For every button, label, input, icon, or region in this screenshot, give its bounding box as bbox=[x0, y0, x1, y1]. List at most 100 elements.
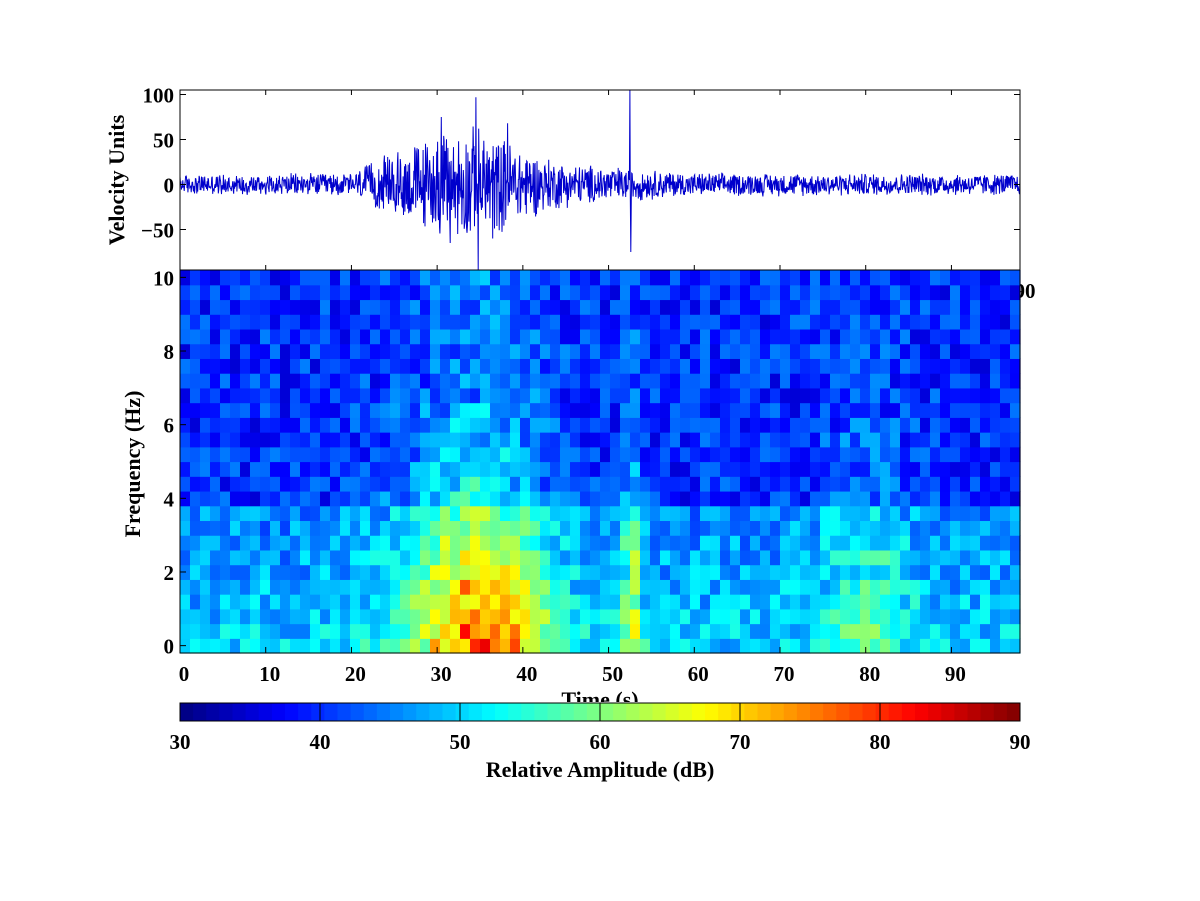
spectrogram-cell bbox=[930, 623, 941, 639]
spectrogram-cell bbox=[400, 417, 411, 433]
spectrogram-cell bbox=[420, 608, 431, 625]
spectrogram-cell bbox=[780, 520, 791, 536]
spectrogram-cell bbox=[600, 579, 611, 595]
spectrogram-cell bbox=[620, 505, 631, 522]
spectrogram-cell bbox=[960, 284, 971, 301]
spectrogram-cell bbox=[190, 579, 201, 595]
spectrogram-x-tick-label: 80 bbox=[859, 662, 880, 686]
spectrogram-cell bbox=[900, 402, 911, 418]
spectrogram-cell bbox=[980, 446, 991, 463]
spectrogram-cell bbox=[750, 446, 761, 463]
spectrogram-cell bbox=[510, 328, 521, 345]
spectrogram-cell bbox=[770, 270, 781, 286]
spectrogram-cell bbox=[450, 594, 461, 610]
spectrogram-cell bbox=[410, 623, 421, 639]
spectrogram-cell bbox=[720, 638, 731, 654]
spectrogram-cell bbox=[370, 461, 381, 477]
spectrogram-cell bbox=[440, 387, 451, 404]
spectrogram-cell bbox=[790, 461, 801, 477]
spectrogram-cell bbox=[770, 373, 781, 389]
spectrogram-cell bbox=[480, 387, 491, 404]
spectrogram-cell bbox=[850, 358, 861, 374]
spectrogram-cell bbox=[820, 343, 831, 359]
spectrogram-cell bbox=[1000, 446, 1011, 463]
spectrogram-cell bbox=[950, 373, 961, 389]
spectrogram-cell bbox=[340, 299, 351, 315]
spectrogram-cell bbox=[290, 490, 301, 507]
spectrogram-cell bbox=[670, 520, 681, 536]
spectrogram-cell bbox=[510, 476, 521, 492]
spectrogram-cell bbox=[880, 638, 891, 654]
spectrogram-cell bbox=[620, 446, 631, 463]
spectrogram-cell bbox=[900, 623, 911, 639]
spectrogram-cell bbox=[930, 314, 941, 330]
spectrogram-cell bbox=[310, 535, 321, 551]
spectrogram-cell bbox=[760, 299, 771, 315]
spectrogram-cell bbox=[770, 638, 781, 654]
colorbar-step bbox=[258, 703, 273, 721]
spectrogram-cell bbox=[560, 343, 571, 359]
spectrogram-cell bbox=[920, 594, 931, 610]
spectrogram-cell bbox=[690, 490, 701, 507]
spectrogram-cell bbox=[710, 476, 721, 492]
spectrogram-cell bbox=[640, 446, 651, 463]
spectrogram-cell bbox=[460, 461, 471, 477]
colorbar-tick-label: 70 bbox=[730, 730, 751, 754]
spectrogram-cell bbox=[520, 490, 531, 507]
spectrogram-cell bbox=[420, 358, 431, 374]
spectrogram-cell bbox=[340, 358, 351, 374]
spectrogram-cell bbox=[540, 373, 551, 389]
spectrogram-cell bbox=[430, 270, 441, 286]
spectrogram-cell bbox=[440, 476, 451, 492]
spectrogram-cell bbox=[450, 564, 461, 580]
spectrogram-cell bbox=[750, 299, 761, 315]
spectrogram-cell bbox=[200, 564, 211, 580]
spectrogram-cell bbox=[990, 549, 1001, 566]
spectrogram-cell bbox=[540, 505, 551, 522]
spectrogram-cell bbox=[970, 446, 981, 463]
spectrogram-cell bbox=[340, 373, 351, 389]
spectrogram-cell bbox=[900, 579, 911, 595]
spectrogram-cell bbox=[840, 520, 851, 536]
spectrogram-cell bbox=[530, 594, 541, 610]
spectrogram-cell bbox=[480, 535, 491, 551]
spectrogram-cell bbox=[210, 461, 221, 477]
spectrogram-cell bbox=[790, 417, 801, 433]
spectrogram-cell bbox=[670, 476, 681, 492]
spectrogram-cell bbox=[990, 490, 1001, 507]
spectrogram-cell bbox=[710, 608, 721, 625]
spectrogram-cell bbox=[360, 505, 371, 522]
spectrogram-cell bbox=[1010, 417, 1021, 433]
spectrogram-cell bbox=[440, 564, 451, 580]
spectrogram-cell bbox=[790, 549, 801, 566]
spectrogram-cell bbox=[660, 623, 671, 639]
spectrogram-cell bbox=[750, 549, 761, 566]
spectrogram-cell bbox=[360, 520, 371, 536]
spectrogram-cell bbox=[590, 402, 601, 418]
spectrogram-cell bbox=[770, 402, 781, 418]
spectrogram-cell bbox=[900, 461, 911, 477]
colorbar-step bbox=[416, 703, 430, 721]
spectrogram-cell bbox=[230, 328, 241, 345]
spectrogram-cell bbox=[710, 623, 721, 639]
spectrogram-cell bbox=[830, 284, 841, 301]
spectrogram-cell bbox=[180, 520, 191, 536]
spectrogram-cell bbox=[730, 608, 741, 625]
spectrogram-cell bbox=[980, 520, 991, 536]
spectrogram-cell bbox=[220, 594, 231, 610]
spectrogram-cell bbox=[970, 490, 981, 507]
spectrogram-cell bbox=[290, 520, 301, 536]
spectrogram-cell bbox=[370, 402, 381, 418]
spectrogram-x-tick-label: 20 bbox=[345, 662, 366, 686]
spectrogram-cell bbox=[910, 490, 921, 507]
spectrogram-cell bbox=[640, 490, 651, 507]
spectrogram-cell bbox=[480, 314, 491, 330]
spectrogram-cell bbox=[750, 461, 761, 477]
spectrogram-cell bbox=[700, 284, 711, 301]
spectrogram-cell bbox=[430, 402, 441, 418]
spectrogram-cell bbox=[890, 343, 901, 359]
spectrogram-cell bbox=[590, 446, 601, 463]
spectrogram-cell bbox=[860, 505, 871, 522]
spectrogram-cell bbox=[780, 432, 791, 448]
spectrogram-cell bbox=[570, 623, 581, 639]
